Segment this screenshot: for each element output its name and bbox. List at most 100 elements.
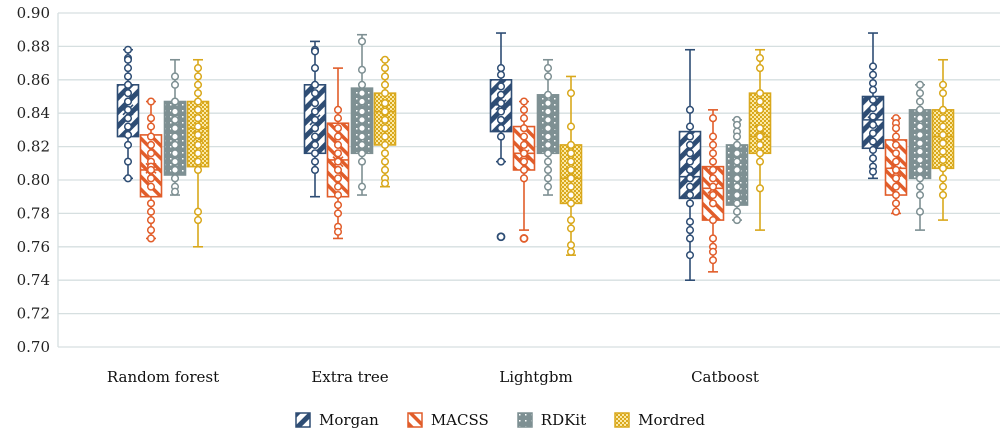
data-point <box>170 174 180 183</box>
data-point <box>685 149 695 158</box>
data-point <box>732 157 742 166</box>
data-point <box>496 82 506 91</box>
legend-swatch <box>517 412 533 428</box>
y-tick-label: 0.86 <box>17 71 50 89</box>
data-point <box>310 64 320 73</box>
box-macss-1 <box>326 67 350 240</box>
data-point <box>708 256 718 265</box>
data-point <box>566 216 576 225</box>
y-tick-label: 0.80 <box>17 171 50 189</box>
data-point <box>357 132 367 141</box>
data-point <box>685 251 695 260</box>
box-morgan-2 <box>489 32 513 242</box>
data-point <box>519 132 529 141</box>
box-macss-4 <box>884 114 908 216</box>
data-point <box>310 80 320 89</box>
data-point <box>685 217 695 226</box>
data-point <box>938 155 948 165</box>
data-point <box>496 70 506 79</box>
data-point <box>566 140 576 149</box>
data-point <box>891 140 901 149</box>
data-point <box>566 122 576 131</box>
data-point <box>146 114 156 123</box>
data-point <box>755 184 765 193</box>
legend-label: Morgan <box>319 411 379 429</box>
data-point <box>380 124 390 133</box>
legend-swatch <box>295 412 311 428</box>
box-rdkit-1 <box>350 33 374 196</box>
data-point <box>543 149 553 158</box>
data-point <box>310 157 320 166</box>
data-point <box>915 182 925 191</box>
data-point <box>333 149 343 158</box>
data-point <box>685 105 695 114</box>
data-point <box>193 97 203 106</box>
data-point <box>708 182 718 191</box>
data-point <box>357 124 367 133</box>
data-point <box>123 157 133 166</box>
data-point <box>333 124 343 133</box>
data-point <box>310 124 320 133</box>
box-mordred-2 <box>559 75 583 256</box>
data-point <box>708 234 718 243</box>
data-point <box>357 89 367 98</box>
data-point <box>543 140 553 149</box>
data-point <box>868 154 878 163</box>
data-point <box>915 207 925 216</box>
data-point <box>193 105 203 114</box>
legend-label: RDKit <box>540 411 587 429</box>
data-point <box>123 130 133 139</box>
data-point <box>708 132 718 141</box>
data-point <box>732 190 742 200</box>
data-point <box>146 182 156 191</box>
data-point <box>891 182 901 191</box>
outlier-point <box>519 234 529 243</box>
data-point <box>685 234 695 243</box>
data-point <box>566 89 576 98</box>
data-point <box>380 99 390 108</box>
data-point <box>868 104 878 113</box>
data-point <box>915 122 925 131</box>
box-macss-2 <box>512 97 536 243</box>
data-point <box>170 124 180 133</box>
data-point <box>891 207 901 216</box>
y-tick-label: 0.72 <box>17 305 50 323</box>
data-point <box>868 70 878 79</box>
data-point <box>170 97 180 106</box>
y-tick-label: 0.74 <box>17 271 50 289</box>
data-point <box>496 157 506 166</box>
data-point <box>333 105 343 114</box>
data-point <box>519 114 529 123</box>
y-tick-label: 0.90 <box>17 4 50 22</box>
y-tick-label: 0.70 <box>17 338 50 356</box>
data-point <box>938 147 948 156</box>
data-point <box>380 89 390 98</box>
data-point <box>915 139 925 148</box>
box-rdkit-3 <box>725 115 749 225</box>
y-tick-label: 0.84 <box>17 104 50 122</box>
data-point <box>891 157 901 166</box>
legend-label: MACSS <box>430 411 489 429</box>
data-point <box>891 165 901 175</box>
data-point <box>732 149 742 158</box>
data-point <box>123 97 133 106</box>
data-point <box>938 114 948 123</box>
data-point <box>310 47 320 56</box>
x-category-label: Random forest <box>107 368 219 386</box>
data-point <box>333 132 343 141</box>
data-point <box>193 89 203 98</box>
data-point <box>333 165 343 175</box>
data-point <box>708 216 718 225</box>
data-point <box>146 199 156 208</box>
data-point <box>708 114 718 123</box>
data-point <box>193 64 203 73</box>
data-point <box>193 80 203 89</box>
box-rdkit-0 <box>163 58 187 196</box>
data-point <box>146 149 156 158</box>
data-point <box>732 165 742 175</box>
data-point <box>123 55 133 64</box>
data-point <box>732 132 742 141</box>
data-point <box>755 140 765 149</box>
data-point <box>685 165 695 175</box>
data-point <box>310 165 320 175</box>
